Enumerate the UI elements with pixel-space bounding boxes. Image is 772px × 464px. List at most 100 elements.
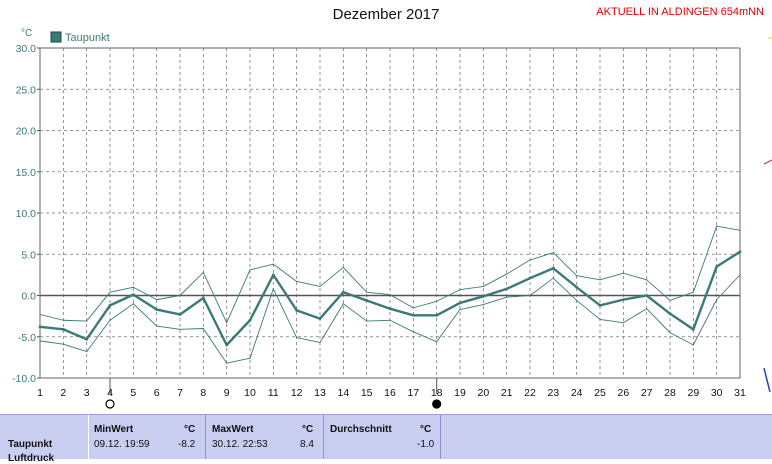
data-point-min xyxy=(529,294,531,297)
x-tick-label: 27 xyxy=(641,387,653,399)
avg-value: -1.0 xyxy=(417,439,435,450)
data-point-mean xyxy=(668,312,672,316)
data-point-mean xyxy=(435,313,439,317)
data-point-min xyxy=(692,344,694,346)
data-point-min xyxy=(506,296,508,298)
data-point-mean xyxy=(621,298,625,302)
data-point-max xyxy=(669,299,671,302)
data-point-max xyxy=(132,286,134,288)
data-point-max xyxy=(599,279,601,281)
max-unit: °C xyxy=(302,424,314,435)
data-point-mean xyxy=(201,296,205,300)
y-tick-label: -10.0 xyxy=(12,373,36,385)
data-point-max xyxy=(62,319,64,321)
x-tick-label: 10 xyxy=(244,387,256,399)
x-tick-label: 14 xyxy=(337,387,349,399)
data-point-min xyxy=(342,303,344,305)
data-point-mean xyxy=(178,313,182,316)
x-tick-label: 5 xyxy=(130,387,136,399)
data-point-max xyxy=(202,271,204,273)
data-point-max xyxy=(226,322,228,324)
row-label-taupunkt: Taupunkt xyxy=(8,439,53,450)
data-point-min xyxy=(576,299,578,302)
data-point-min xyxy=(482,303,484,306)
data-point-min xyxy=(319,341,321,344)
data-point-min xyxy=(366,320,368,322)
x-tick-label: 9 xyxy=(224,387,230,399)
data-point-mean xyxy=(271,273,275,277)
series-layer xyxy=(38,225,742,364)
x-tick-label: 28 xyxy=(664,387,676,399)
max-header: MaxWert xyxy=(212,424,254,435)
data-point-mean xyxy=(481,294,485,298)
min-header: MinWert xyxy=(94,424,134,435)
x-tick-label: 18 xyxy=(431,387,443,399)
y-tick-label: 10.0 xyxy=(16,208,37,220)
data-point-min xyxy=(86,351,88,353)
data-point-min xyxy=(646,308,648,310)
data-point-min xyxy=(132,303,134,305)
data-point-max xyxy=(319,285,321,288)
x-tick-label: 8 xyxy=(200,387,206,399)
data-point-min xyxy=(272,288,274,290)
y-tick-label: 5.0 xyxy=(21,249,36,261)
x-tick-label: 17 xyxy=(407,387,419,399)
data-point-max xyxy=(39,313,41,316)
x-tick-label: 11 xyxy=(268,387,279,399)
chart-title: Dezember 2017 xyxy=(332,6,440,23)
data-point-mean xyxy=(528,276,532,280)
data-point-max xyxy=(482,285,484,288)
side-panel-edge xyxy=(763,37,772,393)
x-tick-label: 3 xyxy=(84,387,90,399)
max-value: 8.4 xyxy=(300,439,314,450)
x-tick-label: 24 xyxy=(571,387,583,399)
x-tick-label: 29 xyxy=(687,387,699,399)
data-point-min xyxy=(412,331,414,333)
y-tick-label: 15.0 xyxy=(16,167,37,179)
data-point-max xyxy=(249,269,251,271)
y-tick-label: 25.0 xyxy=(16,84,37,96)
data-point-mean xyxy=(225,343,229,347)
data-point-mean xyxy=(155,308,159,311)
x-tick-label: 4 xyxy=(107,387,113,399)
data-point-min xyxy=(179,328,181,330)
data-point-max xyxy=(576,275,578,277)
data-point-max xyxy=(109,291,111,293)
data-point-min xyxy=(226,362,228,364)
max-datetime: 30.12. 22:53 xyxy=(212,439,268,450)
min-value: -8.2 xyxy=(178,439,196,450)
data-point-min xyxy=(436,341,438,343)
data-point-max xyxy=(459,289,461,291)
data-point-min xyxy=(669,332,671,334)
x-tick-label: 6 xyxy=(154,387,160,399)
row-label-cut: Luftdruck xyxy=(8,453,55,464)
x-tick-label: 26 xyxy=(617,387,629,399)
data-point-mean xyxy=(505,287,509,291)
data-point-min xyxy=(202,327,204,330)
avg-header: Durchschnitt xyxy=(330,424,392,435)
x-tick-label: 1 xyxy=(37,387,43,399)
data-point-mean xyxy=(318,317,322,320)
data-point-min xyxy=(622,322,624,324)
x-tick-label: 7 xyxy=(177,387,183,399)
data-point-min xyxy=(389,319,391,321)
data-point-max xyxy=(342,266,344,269)
x-tick-label: 2 xyxy=(60,387,66,399)
stats-panel: MinWert °C MaxWert °C Durchschnitt °C Ta… xyxy=(0,414,772,464)
data-point-mean xyxy=(108,304,112,307)
x-tick-label: 19 xyxy=(454,387,466,399)
x-tick-label: 20 xyxy=(477,387,489,399)
data-point-mean xyxy=(38,325,42,329)
data-point-max xyxy=(296,280,298,283)
data-point-max xyxy=(692,291,694,293)
x-tick-label: 13 xyxy=(314,387,326,399)
x-tick-label: 25 xyxy=(594,387,606,399)
legend-swatch xyxy=(50,31,62,43)
data-point-mean xyxy=(365,299,369,302)
data-point-min xyxy=(249,357,251,359)
data-point-mean xyxy=(575,285,579,289)
data-point-max xyxy=(86,320,88,322)
data-point-max xyxy=(506,273,508,275)
grid-layer xyxy=(40,47,740,379)
data-point-min xyxy=(459,308,461,311)
